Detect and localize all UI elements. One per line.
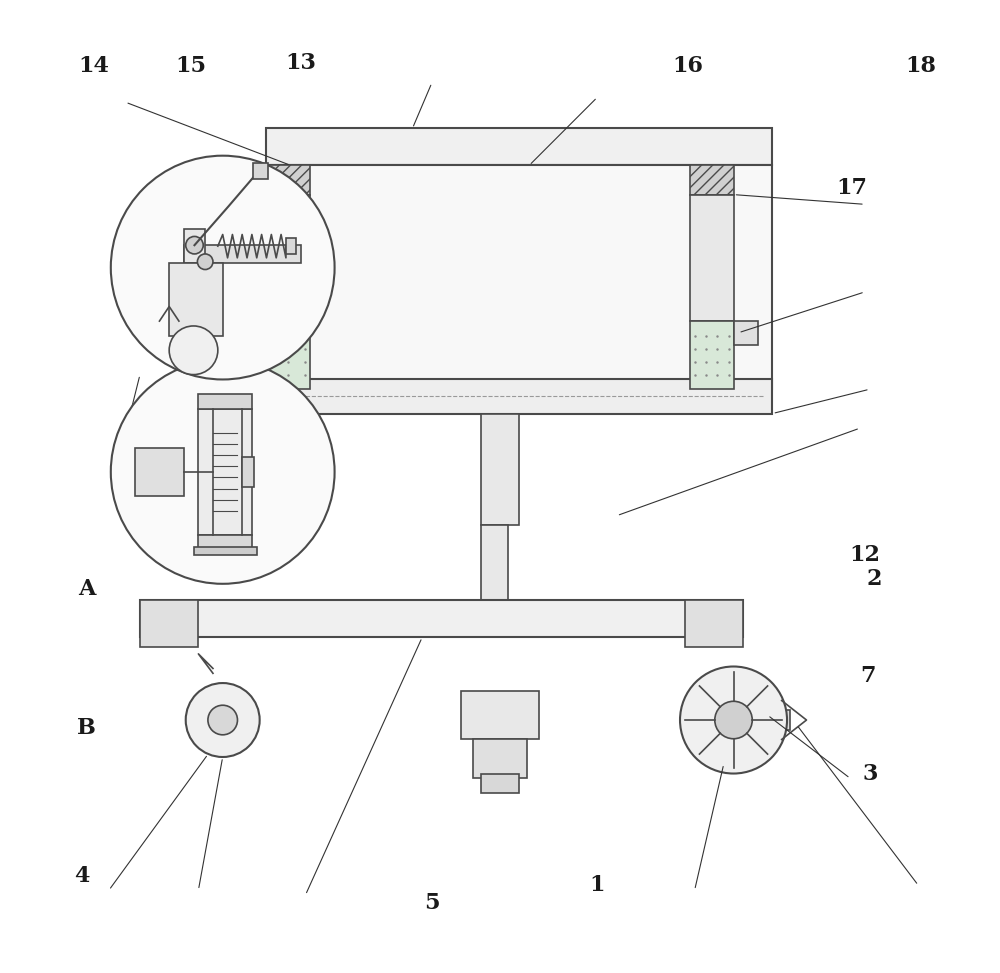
Bar bbox=[242, 457, 254, 486]
Text: 7: 7 bbox=[860, 666, 876, 687]
Text: 17: 17 bbox=[837, 177, 868, 198]
Circle shape bbox=[680, 667, 787, 774]
Text: 2: 2 bbox=[867, 568, 882, 590]
Bar bbox=[690, 195, 734, 321]
Text: 12: 12 bbox=[849, 544, 880, 565]
Circle shape bbox=[111, 156, 335, 379]
Bar bbox=[461, 691, 539, 739]
Bar bbox=[266, 195, 310, 321]
Circle shape bbox=[111, 360, 335, 584]
Text: 15: 15 bbox=[175, 55, 206, 77]
Bar bbox=[481, 525, 508, 623]
Bar bbox=[685, 600, 743, 647]
Text: 13: 13 bbox=[285, 53, 316, 74]
Circle shape bbox=[186, 683, 260, 757]
Bar bbox=[194, 547, 257, 555]
Bar bbox=[184, 245, 301, 263]
Bar bbox=[766, 710, 790, 730]
Bar bbox=[690, 165, 734, 195]
Bar bbox=[198, 394, 252, 409]
Circle shape bbox=[169, 326, 218, 375]
Text: 1: 1 bbox=[590, 875, 605, 896]
Bar bbox=[198, 409, 252, 535]
Circle shape bbox=[715, 702, 752, 739]
Text: 14: 14 bbox=[78, 55, 109, 77]
Bar bbox=[266, 165, 310, 195]
Bar bbox=[198, 535, 252, 550]
Bar bbox=[266, 165, 772, 389]
Bar bbox=[169, 263, 223, 336]
Text: 18: 18 bbox=[905, 55, 936, 77]
Bar bbox=[473, 739, 527, 778]
Bar bbox=[286, 238, 296, 254]
Bar bbox=[481, 774, 519, 793]
Bar bbox=[690, 321, 734, 389]
Bar bbox=[266, 128, 772, 165]
Bar bbox=[481, 414, 519, 525]
Text: 4: 4 bbox=[74, 865, 89, 886]
Bar bbox=[734, 321, 758, 345]
Bar bbox=[135, 448, 184, 496]
Bar bbox=[266, 321, 310, 389]
Circle shape bbox=[186, 236, 203, 254]
Circle shape bbox=[197, 254, 213, 270]
Circle shape bbox=[208, 705, 237, 735]
Bar bbox=[253, 163, 268, 179]
Text: A: A bbox=[78, 578, 95, 599]
Text: B: B bbox=[77, 717, 96, 739]
Text: 5: 5 bbox=[424, 892, 440, 914]
Text: 3: 3 bbox=[862, 763, 877, 784]
Text: 16: 16 bbox=[672, 55, 703, 77]
Bar bbox=[140, 600, 743, 637]
Bar bbox=[266, 379, 772, 414]
Bar bbox=[140, 600, 198, 647]
Bar bbox=[184, 229, 205, 263]
